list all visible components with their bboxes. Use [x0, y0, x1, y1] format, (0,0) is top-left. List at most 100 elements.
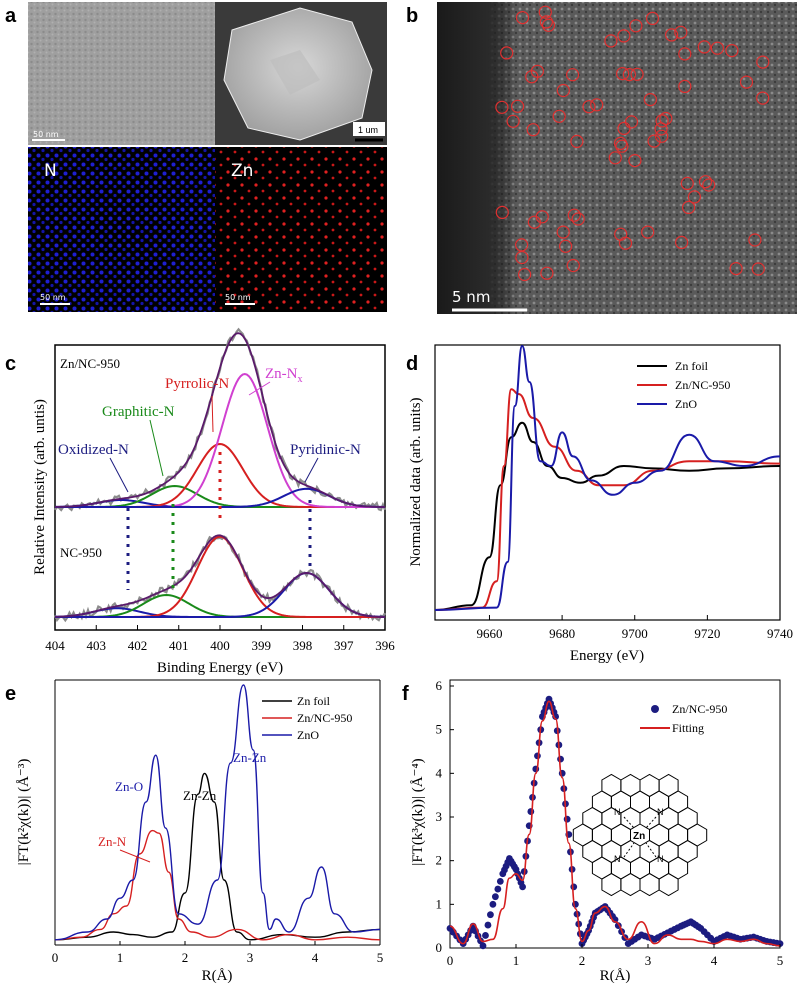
- d-legend-label: Zn/NC-950: [675, 378, 730, 392]
- f-data-point: [557, 755, 564, 763]
- inset-bond-1: [623, 816, 635, 829]
- atom-marker: [495, 100, 509, 114]
- f-xtick-label: 5: [777, 953, 784, 968]
- annot-pyrrolic-arrow: [211, 395, 214, 433]
- e-xtick-label: 3: [247, 950, 254, 965]
- atom-marker: [674, 235, 689, 249]
- f-data-point: [494, 885, 502, 893]
- annot-pyrrolic-n: Pyrrolic-N: [165, 376, 229, 392]
- f-data-point: [489, 900, 497, 908]
- inset-n2: N: [657, 807, 664, 817]
- atom-marker: [590, 98, 604, 112]
- atom-marker: [678, 79, 692, 94]
- annot-zn-n: Zn-N: [98, 834, 127, 849]
- atom-marker: [655, 114, 669, 128]
- inset-bond-4: [645, 842, 657, 858]
- sem-scale-label: 1 um: [358, 125, 378, 135]
- atom-marker: [556, 83, 570, 98]
- atom-marker: [645, 11, 660, 25]
- d-xlabel: Energy (eV): [570, 648, 644, 664]
- d-xtick-label: 9680: [549, 626, 575, 641]
- f-xtick-label: 2: [579, 953, 586, 968]
- e-xtick-label: 1: [117, 950, 124, 965]
- map-n-scale: 50 nm: [40, 293, 66, 302]
- e-ylabel: |FT(k²χ(k))| (Å⁻³): [16, 759, 32, 866]
- f-xtick-label: 4: [711, 953, 718, 968]
- map-n-label: N: [44, 161, 57, 181]
- panel-f-label: f: [402, 683, 409, 705]
- c-xtick-label: 396: [375, 638, 395, 653]
- atom-marker: [710, 41, 725, 55]
- exafs-ft-plot: 0 1 2 3 4 5 Zn foil Zn/NC-950 ZnO Zn-Zn Zn-O Zn…: [16, 679, 383, 984]
- annot-zno-zn-zn: Zn-Zn: [233, 750, 267, 765]
- map-zn-scale: 50 nm: [225, 293, 251, 302]
- inset-ring: [658, 872, 679, 897]
- atom-marker: [629, 19, 643, 33]
- exafs-line-ZnO: [54, 684, 381, 941]
- e-legend-label: Zn/NC-950: [297, 711, 352, 725]
- f-xtick-label: 3: [645, 953, 652, 968]
- eds-map-n: N 50 nm: [28, 147, 215, 312]
- inset-bond-2: [645, 816, 657, 829]
- f-ytick-label: 0: [436, 940, 443, 955]
- atom-marker: [725, 43, 739, 58]
- annot-foil-zn-zn: Zn-Zn: [183, 788, 217, 803]
- annot-zn-nx-sub: x: [298, 374, 303, 385]
- atom-marker: [702, 178, 716, 192]
- exafs-line-Zn foil: [54, 772, 381, 941]
- atom-marker: [565, 68, 580, 82]
- d-ylabel: Normalized data (arb. units): [408, 397, 424, 566]
- atom-marker: [526, 123, 540, 137]
- e-legend-label: ZnO: [297, 728, 319, 742]
- atom-marker: [500, 46, 514, 60]
- atom-marker: [510, 99, 525, 113]
- e-xtick-label: 0: [52, 950, 59, 965]
- f-ytick-label: 5: [436, 722, 443, 737]
- atom-marker: [687, 190, 702, 204]
- atom-marker: [570, 134, 584, 148]
- inset-zn-atom: Zn: [633, 831, 645, 842]
- f-data-point: [484, 921, 492, 929]
- stem-scale-label: 5 nm: [452, 288, 490, 306]
- atom-marker: [628, 154, 642, 168]
- f-data-point: [479, 942, 487, 950]
- panel-d-label: d: [406, 353, 418, 375]
- atom-marker: [739, 75, 754, 89]
- panel-b-label: b: [406, 5, 418, 27]
- f-ytick-label: 1: [436, 896, 443, 911]
- f-xlabel: R(Å): [600, 968, 631, 984]
- f-xtick-label: 1: [513, 953, 520, 968]
- xps-n1s-plot: 404 403 402 401 400 399 398 397 396 Zn/NC-950 NC…: [32, 327, 395, 676]
- atom-marker: [630, 67, 644, 81]
- atom-marker: [697, 40, 711, 54]
- atom-marker: [617, 121, 631, 135]
- atom-marker: [748, 233, 762, 247]
- annot-pyridinic-n: Pyridinic-N: [290, 442, 361, 458]
- haadf-stem-image: 5 nm: [437, 2, 797, 314]
- atom-marker: [538, 5, 552, 19]
- annot-pyridinic-arrow: [304, 457, 319, 483]
- annot-graphitic-arrow: [149, 419, 164, 477]
- atom-marker: [624, 115, 639, 129]
- c-xtick-label: 403: [87, 638, 107, 653]
- atom-marker: [604, 34, 618, 48]
- f-ytick-label: 4: [436, 765, 443, 780]
- annot-oxidized-arrow: [109, 457, 129, 493]
- xanes-line-Zn foil: [434, 421, 781, 611]
- d-xtick-label: 9660: [476, 626, 502, 641]
- atom-marker: [556, 225, 570, 239]
- atom-marker: [756, 55, 770, 69]
- inset-n3: N: [614, 854, 621, 864]
- atom-marker: [617, 29, 631, 43]
- f-ytick-label: 3: [436, 809, 443, 824]
- atom-marker: [527, 215, 542, 229]
- e-legend-label: Zn foil: [297, 694, 331, 708]
- atom-marker: [517, 267, 532, 282]
- d-xtick-label: 9740: [767, 626, 793, 641]
- inset-bond-3: [623, 842, 635, 858]
- annot-zn-o: Zn-O: [115, 779, 143, 794]
- atom-marker: [515, 250, 529, 265]
- xanes-plot: 9660 9680 9700 9720 9740 Zn foil Zn/NC-950 ZnO…: [408, 344, 793, 664]
- atom-marker: [698, 175, 713, 189]
